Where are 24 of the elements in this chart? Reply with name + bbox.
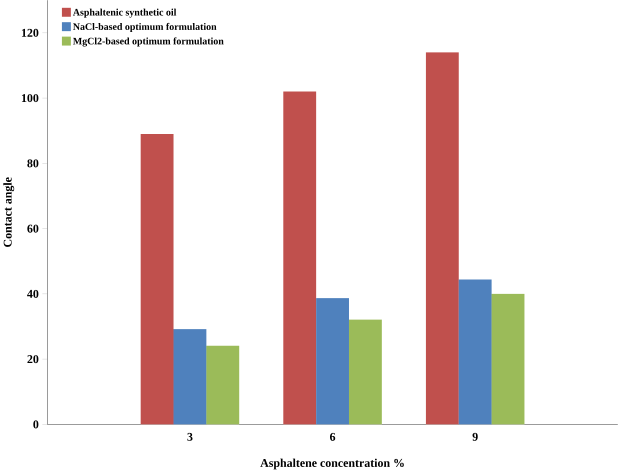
x-axis-title: Asphaltene concentration % (260, 458, 404, 470)
y-tick-label: 40 (27, 290, 38, 298)
legend-label: MgCl2-based optimum formulation (73, 38, 224, 47)
bar (458, 280, 492, 425)
y-tick-label: 20 (27, 355, 38, 364)
y-tick-label: 120 (22, 28, 38, 37)
y-tick-label: 80 (27, 159, 38, 168)
bar (316, 298, 349, 425)
y-tick-label: 60 (27, 224, 38, 233)
y-tick-label: 100 (22, 94, 38, 102)
bar (206, 346, 240, 425)
bar (140, 134, 174, 425)
bar (426, 52, 459, 425)
bar (492, 294, 524, 425)
legend-label: Asphaltenic synthetic oil (72, 8, 176, 18)
legend-label: NaCl-based optimum formulation (73, 23, 216, 32)
x-tick-label: 3 (187, 432, 193, 441)
y-axis-title: Contact angle (3, 178, 14, 248)
bar (348, 320, 382, 425)
bar (174, 329, 206, 425)
x-tick-label: 6 (330, 432, 336, 441)
bar (283, 92, 316, 425)
y-tick-label: 0 (33, 420, 38, 429)
x-tick-label: 9 (472, 432, 478, 441)
